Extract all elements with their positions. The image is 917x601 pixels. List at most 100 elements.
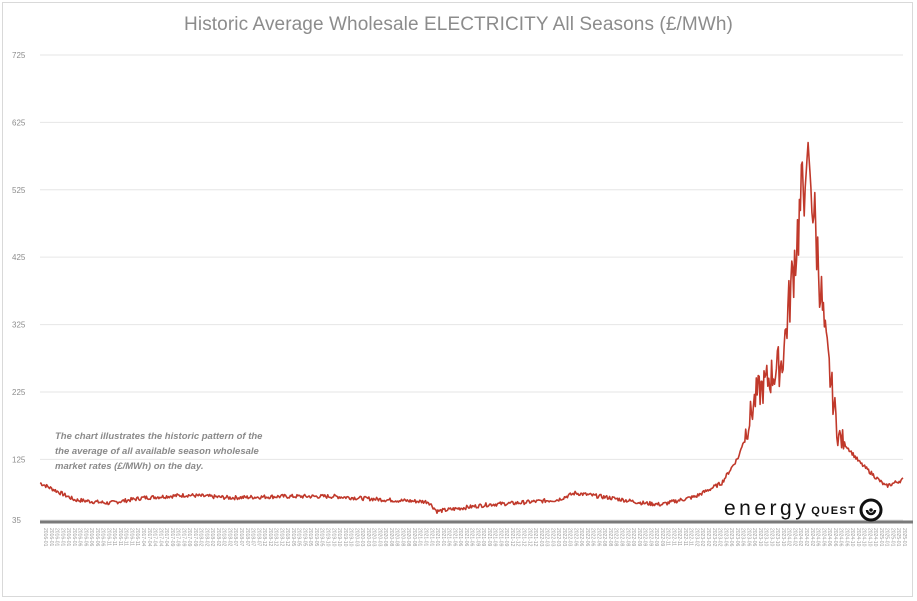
x-tick-label: 2016-06 — [100, 528, 106, 547]
x-tick-label: 2024-06 — [820, 528, 826, 547]
x-tick-label: 2018-02 — [221, 528, 227, 547]
x-tick-label: 2018-12 — [278, 528, 284, 547]
x-tick-label: 2023-10 — [774, 528, 780, 547]
x-tick-label: 2018-12 — [261, 528, 267, 547]
x-tick-label: 2020-03 — [359, 528, 365, 547]
chart-title: Historic Average Wholesale ELECTRICITY A… — [184, 14, 733, 35]
x-tick-label: 2016-11 — [134, 528, 140, 546]
y-tick-label: 425 — [12, 253, 26, 262]
y-tick-label: 325 — [12, 321, 26, 330]
x-tick-label: 2023-10 — [768, 528, 774, 547]
x-tick-label: 2021-01 — [417, 528, 423, 547]
y-tick-label: 625 — [12, 118, 26, 127]
x-tick-label: 2024-02 — [797, 528, 803, 547]
x-tick-label: 2020-08 — [411, 528, 417, 547]
x-tick-label: 2021-06 — [457, 528, 463, 547]
x-tick-label: 2016-01 — [42, 528, 48, 547]
x-tick-label: 2025-01 — [895, 528, 901, 547]
x-tick-label: 2021-01 — [428, 528, 434, 547]
x-tick-label: 2021-06 — [463, 528, 469, 547]
x-tick-label: 2022-06 — [572, 528, 578, 547]
y-tick-label: 125 — [12, 455, 26, 464]
x-tick-label: 2024-02 — [791, 528, 797, 547]
x-tick-label: 2016-01 — [59, 528, 65, 547]
x-tick-label: 2021-09 — [474, 528, 480, 547]
x-tick-label: 2021-09 — [492, 528, 498, 547]
x-tick-label: 2021-09 — [480, 528, 486, 547]
x-tick-label: 2023-10 — [763, 528, 769, 547]
energyquest-logo: energy QUEST — [724, 494, 883, 524]
x-tick-label: 2016-11 — [105, 528, 111, 546]
logo-text-quest: QUEST — [811, 505, 857, 517]
x-tick-label: 2018-02 — [198, 528, 204, 547]
x-tick-label: 2017-09 — [169, 528, 175, 547]
x-tick-label: 2016-06 — [88, 528, 94, 547]
x-tick-label: 2023-06 — [722, 528, 728, 547]
x-tick-label: 2018-07 — [244, 528, 250, 547]
y-tick-label: 35 — [12, 516, 21, 525]
x-tick-label: 2019-05 — [313, 528, 319, 547]
x-tick-label: 2022-03 — [549, 528, 555, 547]
x-tick-label: 2021-09 — [497, 528, 503, 547]
x-tick-label: 2021-01 — [440, 528, 446, 547]
x-tick-label: 2019-10 — [342, 528, 348, 547]
x-tick-label: 2023-06 — [740, 528, 746, 547]
y-axis-ticks: 35 125 225 325 425 525 625 725 — [12, 51, 26, 525]
x-tick-label: 2024-10 — [861, 528, 867, 547]
x-tick-label: 2021-12 — [509, 528, 515, 547]
x-tick-label: 2019-05 — [296, 528, 302, 547]
x-tick-label: 2022-06 — [595, 528, 601, 547]
x-tick-label: 2025-01 — [878, 528, 884, 547]
x-tick-label: 2016-01 — [65, 528, 71, 547]
x-tick-label: 2024-02 — [809, 528, 815, 547]
x-tick-label: 2022-08 — [607, 528, 613, 547]
x-tick-label: 2022-06 — [584, 528, 590, 547]
x-tick-label: 2017-04 — [140, 528, 146, 547]
x-tick-label: 2022-11 — [682, 528, 688, 546]
x-tick-label: 2023-06 — [745, 528, 751, 547]
x-tick-label: 2021-01 — [422, 528, 428, 547]
x-tick-label: 2021-06 — [451, 528, 457, 547]
x-axis-tick-labels: 2016-01 2016-01 2016-01 2016-01 2016-01 2016-… — [42, 528, 907, 547]
x-tick-label: 2018-02 — [209, 528, 215, 547]
x-tick-label: 2022-08 — [619, 528, 625, 547]
x-tick-label: 2022-08 — [601, 528, 607, 547]
x-tick-label: 2017-04 — [146, 528, 152, 547]
x-tick-label: 2019-05 — [319, 528, 325, 547]
x-tick-label: 2023-02 — [693, 528, 699, 547]
x-tick-label: 2020-03 — [353, 528, 359, 547]
x-tick-label: 2021-12 — [521, 528, 527, 547]
x-tick-label: 2023-02 — [717, 528, 723, 547]
x-tick-label: 2025-01 — [884, 528, 890, 547]
x-tick-label: 2017-04 — [163, 528, 169, 547]
y-tick-label: 725 — [12, 51, 26, 60]
x-tick-label: 2023-06 — [751, 528, 757, 547]
x-tick-label: 2022-09 — [659, 528, 665, 547]
x-tick-label: 2024-06 — [826, 528, 832, 547]
x-tick-label: 2025-01 — [901, 528, 907, 547]
x-tick-label: 2016-11 — [128, 528, 134, 546]
x-tick-label: 2022-03 — [561, 528, 567, 547]
x-tick-label: 2022-09 — [647, 528, 653, 547]
x-tick-label: 2021-06 — [469, 528, 475, 547]
x-tick-label: 2020-03 — [371, 528, 377, 547]
x-tick-label: 2023-06 — [734, 528, 740, 547]
x-tick-label: 2024-10 — [866, 528, 872, 547]
x-tick-label: 2018-02 — [203, 528, 209, 547]
x-tick-label: 2021-06 — [446, 528, 452, 547]
x-tick-label: 2020-08 — [405, 528, 411, 547]
x-tick-label: 2021-09 — [503, 528, 509, 547]
x-tick-label: 2023-02 — [705, 528, 711, 547]
series-line — [39, 141, 904, 514]
x-tick-label: 2021-12 — [526, 528, 532, 547]
x-tick-label: 2024-02 — [803, 528, 809, 547]
x-tick-label: 2016-01 — [71, 528, 77, 547]
x-tick-label: 2022-06 — [590, 528, 596, 547]
x-tick-label: 2023-10 — [780, 528, 786, 547]
x-tick-label: 2017-04 — [152, 528, 158, 547]
x-tick-label: 2020-08 — [399, 528, 405, 547]
x-tick-label: 2022-11 — [688, 528, 694, 546]
x-tick-label: 2018-07 — [255, 528, 261, 547]
x-tick-label: 2022-08 — [624, 528, 630, 547]
